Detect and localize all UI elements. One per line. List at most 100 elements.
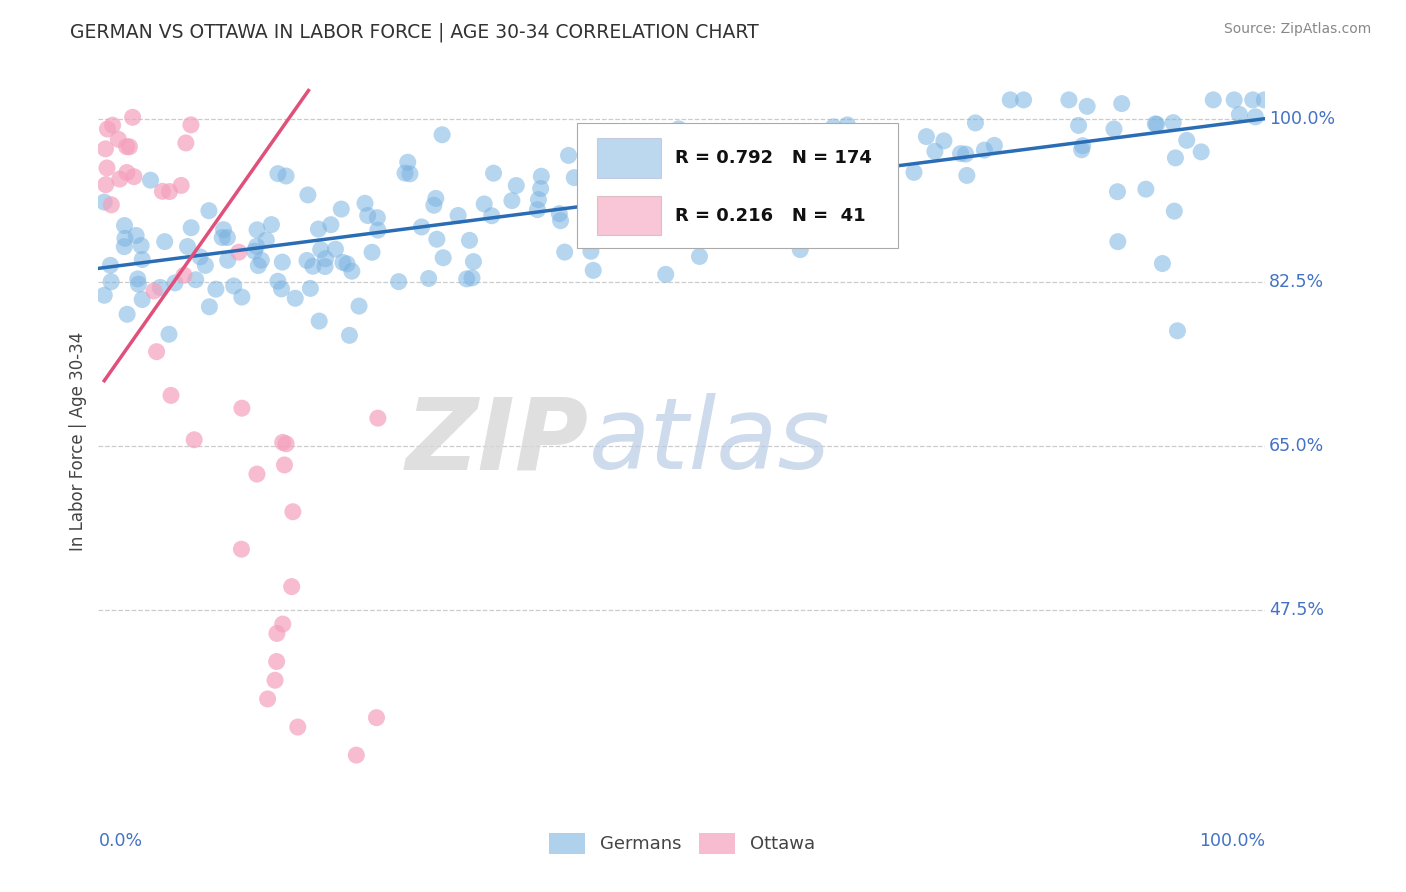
Point bbox=[231, 290, 253, 304]
Point bbox=[461, 271, 484, 285]
Point bbox=[672, 222, 695, 236]
Point bbox=[188, 250, 211, 264]
Point bbox=[679, 228, 702, 243]
Point bbox=[557, 148, 579, 162]
Point bbox=[100, 198, 122, 212]
Point bbox=[837, 118, 859, 132]
Point bbox=[789, 243, 811, 257]
Point bbox=[915, 129, 938, 144]
Point bbox=[647, 192, 669, 206]
Point bbox=[1000, 93, 1022, 107]
Point bbox=[273, 458, 295, 472]
Point bbox=[735, 154, 758, 169]
Point bbox=[149, 280, 172, 294]
Point bbox=[1189, 145, 1212, 159]
Point bbox=[1161, 116, 1184, 130]
Point bbox=[160, 388, 183, 402]
Point bbox=[93, 288, 115, 302]
FancyBboxPatch shape bbox=[596, 138, 661, 178]
Point bbox=[354, 196, 377, 211]
Point bbox=[308, 314, 330, 328]
Point bbox=[270, 282, 292, 296]
Point bbox=[243, 244, 266, 259]
Point bbox=[212, 222, 235, 236]
Point bbox=[94, 178, 117, 192]
Point bbox=[314, 260, 336, 274]
Point bbox=[689, 250, 711, 264]
Point bbox=[505, 178, 527, 193]
Point bbox=[924, 145, 946, 159]
Point bbox=[183, 433, 205, 447]
Point bbox=[93, 195, 115, 210]
Point bbox=[630, 182, 652, 196]
Point bbox=[761, 219, 783, 234]
Point bbox=[411, 219, 433, 234]
Point bbox=[650, 205, 672, 219]
Point bbox=[756, 184, 779, 198]
Point bbox=[271, 617, 294, 632]
Point bbox=[211, 230, 233, 244]
Point bbox=[131, 252, 153, 267]
Point bbox=[157, 327, 180, 342]
Point bbox=[108, 172, 131, 186]
Point bbox=[932, 134, 955, 148]
Point bbox=[367, 411, 389, 425]
Point bbox=[828, 169, 851, 184]
Point bbox=[297, 188, 319, 202]
Point bbox=[332, 255, 354, 269]
Point bbox=[800, 167, 823, 181]
Point bbox=[340, 264, 363, 278]
Point bbox=[825, 140, 848, 154]
Text: 82.5%: 82.5% bbox=[1268, 274, 1324, 292]
Point bbox=[222, 279, 245, 293]
Point bbox=[330, 202, 353, 216]
Point bbox=[180, 220, 202, 235]
Point bbox=[366, 211, 388, 225]
Point bbox=[1244, 110, 1267, 124]
Point bbox=[821, 145, 844, 160]
Point bbox=[98, 258, 121, 272]
Point bbox=[271, 435, 294, 450]
Point bbox=[706, 158, 728, 172]
Point bbox=[530, 169, 553, 184]
Point bbox=[786, 224, 808, 238]
Point bbox=[114, 219, 136, 233]
Point bbox=[344, 748, 367, 763]
Point bbox=[315, 252, 337, 266]
Point bbox=[759, 200, 782, 214]
Point bbox=[673, 209, 696, 223]
Point bbox=[1071, 138, 1094, 153]
Point bbox=[307, 222, 329, 236]
Point bbox=[1107, 185, 1129, 199]
Point bbox=[122, 169, 145, 184]
FancyBboxPatch shape bbox=[576, 123, 898, 248]
Point bbox=[425, 191, 447, 205]
Point bbox=[284, 291, 307, 305]
Point bbox=[463, 254, 485, 268]
Point bbox=[527, 193, 550, 207]
Text: 0.0%: 0.0% bbox=[98, 832, 142, 850]
Point bbox=[114, 231, 136, 245]
Point bbox=[274, 169, 297, 183]
Point bbox=[281, 505, 304, 519]
Point bbox=[550, 213, 572, 227]
Point bbox=[740, 218, 762, 232]
Y-axis label: In Labor Force | Age 30-34: In Labor Force | Age 30-34 bbox=[69, 332, 87, 551]
Point bbox=[139, 173, 162, 187]
Point bbox=[1076, 99, 1098, 113]
Point bbox=[1146, 117, 1168, 131]
Point bbox=[616, 181, 638, 195]
Point bbox=[388, 275, 411, 289]
Point bbox=[217, 230, 239, 244]
Point bbox=[472, 197, 495, 211]
Point bbox=[254, 233, 277, 247]
Point bbox=[582, 263, 605, 277]
Point bbox=[247, 259, 270, 273]
Point bbox=[1144, 117, 1167, 131]
Point bbox=[274, 436, 297, 450]
Point bbox=[96, 161, 118, 175]
Text: R = 0.216   N =  41: R = 0.216 N = 41 bbox=[675, 207, 866, 225]
Point bbox=[655, 194, 678, 208]
Point bbox=[1057, 93, 1080, 107]
Point bbox=[184, 273, 207, 287]
